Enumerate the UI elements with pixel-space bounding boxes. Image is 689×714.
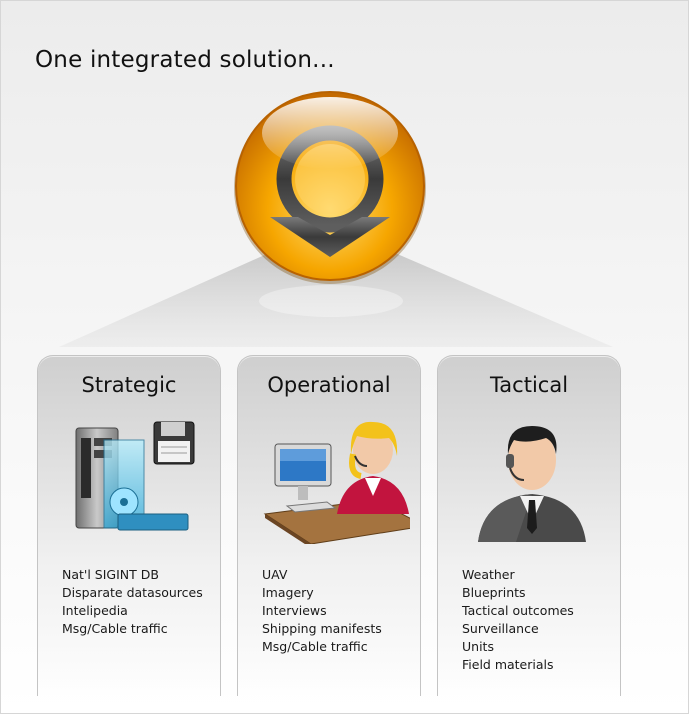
list-item: Imagery — [262, 585, 314, 600]
list-item: Weather — [462, 567, 515, 582]
list-item: Intelipedia — [62, 603, 128, 618]
product-logo-icon — [234, 91, 426, 284]
headline: One integrated solution... — [35, 47, 335, 73]
list-item: Blueprints — [462, 585, 526, 600]
list-item: Surveillance — [462, 621, 539, 636]
list-item: Shipping manifests — [262, 621, 382, 636]
operator-workstation-icon — [263, 421, 410, 544]
tactical-title: Tactical — [489, 373, 569, 397]
list-item: Field materials — [462, 657, 554, 672]
list-item: UAV — [262, 567, 288, 582]
tactical-list: Weather Blueprints Tactical outcomes Sur… — [462, 566, 574, 674]
list-item: Disparate datasources — [62, 585, 203, 600]
list-item: Tactical outcomes — [462, 603, 574, 618]
list-item: Msg/Cable traffic — [262, 639, 368, 654]
operational-panel: Operational UAV Imagery Interviews Shipp… — [237, 355, 421, 696]
operational-title: Operational — [267, 373, 391, 397]
list-item: Units — [462, 639, 494, 654]
tactical-panel: Tactical Weather Blueprints Tactical out… — [437, 355, 621, 696]
strategic-panel: Strategic Nat'l — [37, 355, 221, 696]
strategic-list: Nat'l SIGINT DB Disparate datasources In… — [62, 566, 203, 638]
server-floppy-icon — [75, 421, 195, 531]
headset-agent-icon — [478, 426, 586, 542]
list-item: Msg/Cable traffic — [62, 621, 168, 636]
list-item: Nat'l SIGINT DB — [62, 567, 159, 582]
list-item: Interviews — [262, 603, 327, 618]
operational-list: UAV Imagery Interviews Shipping manifest… — [262, 566, 382, 656]
strategic-title: Strategic — [81, 373, 177, 397]
